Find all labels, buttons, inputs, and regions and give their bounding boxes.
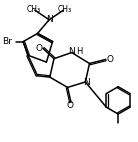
Text: N: N [46, 15, 53, 24]
Text: CH₃: CH₃ [26, 5, 40, 14]
Text: N: N [68, 47, 74, 56]
Text: O: O [106, 55, 113, 64]
Text: CH₃: CH₃ [58, 5, 72, 14]
Text: N: N [83, 78, 89, 87]
Text: H: H [76, 47, 82, 56]
Text: O: O [35, 44, 42, 53]
Text: Br: Br [2, 37, 12, 46]
Text: O: O [67, 101, 74, 110]
